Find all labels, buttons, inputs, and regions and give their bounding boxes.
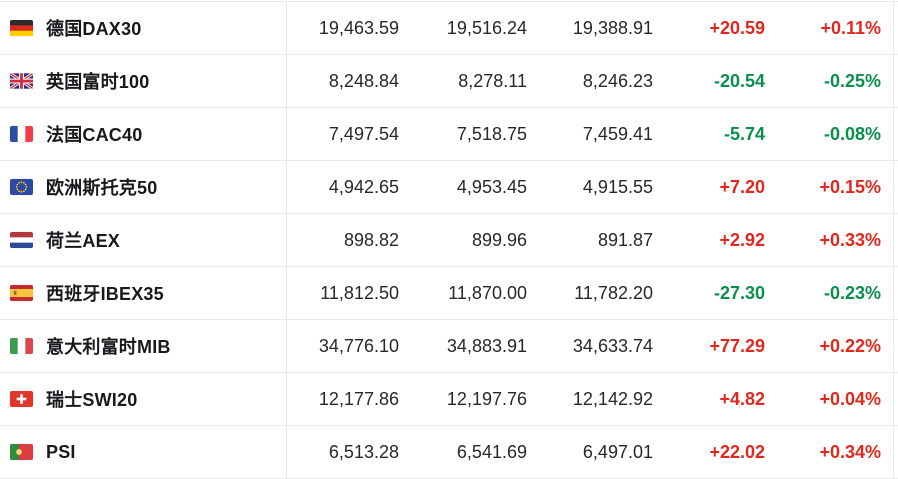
index-name: 欧洲斯托克50 bbox=[46, 178, 158, 198]
change-value: +2.92 bbox=[719, 229, 765, 250]
high-price: 34,883.91 bbox=[446, 335, 527, 356]
index-name: 德国DAX30 bbox=[46, 19, 142, 39]
table-row[interactable]: 欧洲斯托克50 4,942.65 4,953.45 4,915.55 +7.20… bbox=[0, 161, 898, 214]
germany-flag-icon bbox=[10, 20, 33, 36]
index-name: 荷兰AEX bbox=[46, 231, 121, 251]
low-price: 19,388.91 bbox=[572, 17, 653, 38]
index-name: 瑞士SWI20 bbox=[46, 390, 138, 410]
high-price: 899.96 bbox=[471, 229, 527, 250]
netherlands-flag-icon bbox=[10, 232, 33, 248]
change-value: +7.20 bbox=[719, 176, 765, 197]
eu-flag-icon bbox=[10, 179, 33, 195]
index-name-cell: 法国CAC40 bbox=[0, 108, 287, 160]
low-price: 4,915.55 bbox=[582, 176, 653, 197]
change-value: +4.82 bbox=[719, 388, 765, 409]
low-price: 12,142.92 bbox=[572, 388, 653, 409]
last-price: 7,497.54 bbox=[328, 123, 399, 144]
france-flag-icon bbox=[10, 126, 33, 142]
high-price: 4,953.45 bbox=[456, 176, 527, 197]
spain-flag-icon bbox=[10, 285, 33, 301]
last-price: 34,776.10 bbox=[318, 335, 399, 356]
low-price: 8,246.23 bbox=[582, 70, 653, 91]
index-name: 西班牙IBEX35 bbox=[46, 284, 164, 304]
high-price: 6,541.69 bbox=[456, 441, 527, 462]
change-value: -5.74 bbox=[723, 123, 765, 144]
change-percent: +0.34% bbox=[765, 426, 894, 478]
low-price: 7,459.41 bbox=[582, 123, 653, 144]
high-price: 8,278.11 bbox=[458, 70, 527, 91]
change-percent: +0.22% bbox=[765, 320, 894, 372]
switzerland-flag-icon bbox=[10, 391, 33, 407]
index-name-cell: 西班牙IBEX35 bbox=[0, 267, 287, 319]
table-row[interactable]: 德国DAX30 19,463.59 19,516.24 19,388.91 +2… bbox=[0, 2, 898, 55]
last-price: 8,248.84 bbox=[328, 70, 399, 91]
low-price: 891.87 bbox=[597, 229, 653, 250]
index-name-cell: 德国DAX30 bbox=[0, 2, 287, 54]
last-price: 19,463.59 bbox=[318, 17, 399, 38]
high-price: 11,870.00 bbox=[448, 282, 527, 303]
index-name-cell: 欧洲斯托克50 bbox=[0, 161, 287, 213]
low-price: 11,782.20 bbox=[574, 282, 653, 303]
index-name: 意大利富时MIB bbox=[46, 337, 171, 357]
table-row[interactable]: 意大利富时MIB 34,776.10 34,883.91 34,633.74 +… bbox=[0, 320, 898, 373]
last-price: 4,942.65 bbox=[328, 176, 399, 197]
high-price: 7,518.75 bbox=[456, 123, 527, 144]
index-name-cell: 荷兰AEX bbox=[0, 214, 287, 266]
change-percent: +0.11% bbox=[765, 2, 894, 54]
change-value: +22.02 bbox=[709, 441, 765, 462]
table-row[interactable]: 法国CAC40 7,497.54 7,518.75 7,459.41 -5.74… bbox=[0, 108, 898, 161]
change-percent: -0.08% bbox=[765, 108, 894, 160]
index-name-cell: 瑞士SWI20 bbox=[0, 373, 287, 425]
index-name-cell: 英国富时100 bbox=[0, 55, 287, 107]
table-row[interactable]: 英国富时100 8,248.84 8,278.11 8,246.23 -20.5… bbox=[0, 55, 898, 108]
table-row[interactable]: 瑞士SWI20 12,177.86 12,197.76 12,142.92 +4… bbox=[0, 373, 898, 426]
change-percent: +0.04% bbox=[765, 373, 894, 425]
index-name: 法国CAC40 bbox=[46, 125, 143, 145]
index-name: PSI bbox=[46, 441, 76, 462]
table-row[interactable]: 西班牙IBEX35 11,812.50 11,870.00 11,782.20 … bbox=[0, 267, 898, 320]
table-row[interactable]: 荷兰AEX 898.82 899.96 891.87 +2.92 +0.33% bbox=[0, 214, 898, 267]
change-value: -27.30 bbox=[713, 282, 765, 303]
last-price: 12,177.86 bbox=[318, 388, 399, 409]
change-percent: +0.15% bbox=[765, 161, 894, 213]
table-row[interactable]: PSI 6,513.28 6,541.69 6,497.01 +22.02 +0… bbox=[0, 426, 898, 479]
change-percent: +0.33% bbox=[765, 214, 894, 266]
change-value: +77.29 bbox=[709, 335, 765, 356]
low-price: 34,633.74 bbox=[572, 335, 653, 356]
high-price: 19,516.24 bbox=[446, 17, 527, 38]
uk-flag-icon bbox=[10, 73, 33, 89]
change-percent: -0.23% bbox=[765, 267, 894, 319]
italy-flag-icon bbox=[10, 338, 33, 354]
change-value: +20.59 bbox=[709, 17, 765, 38]
index-name-cell: 意大利富时MIB bbox=[0, 320, 287, 372]
change-percent: -0.25% bbox=[765, 55, 894, 107]
high-price: 12,197.76 bbox=[446, 388, 527, 409]
change-value: -20.54 bbox=[713, 70, 765, 91]
last-price: 6,513.28 bbox=[328, 441, 399, 462]
portugal-flag-icon bbox=[10, 444, 33, 460]
index-name: 英国富时100 bbox=[46, 72, 150, 92]
last-price: 898.82 bbox=[343, 229, 399, 250]
last-price: 11,812.50 bbox=[320, 282, 399, 303]
low-price: 6,497.01 bbox=[582, 441, 653, 462]
index-name-cell: PSI bbox=[0, 426, 287, 478]
